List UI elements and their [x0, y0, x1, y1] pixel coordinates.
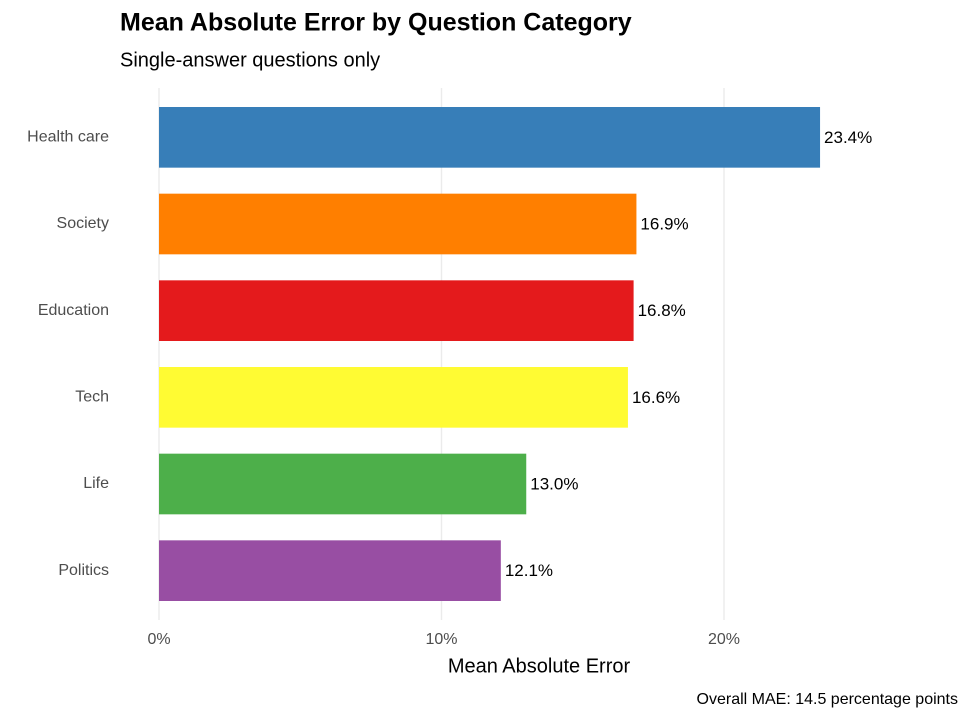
y-tick-label: Health care	[27, 129, 109, 146]
bar	[159, 540, 501, 601]
value-label: 16.9%	[640, 214, 688, 233]
caption: Overall MAE: 14.5 percentage points	[697, 691, 958, 708]
x-tick-label: 0%	[147, 631, 170, 648]
x-tick-label: 10%	[425, 631, 457, 648]
bar	[159, 193, 637, 255]
chart-subtitle: Single-answer questions only	[120, 49, 380, 71]
bar	[159, 367, 628, 428]
y-tick-label: Society	[57, 215, 109, 232]
y-tick-label: Life	[83, 475, 109, 492]
x-tick-label: 20%	[708, 631, 740, 648]
value-label: 16.6%	[632, 388, 680, 407]
y-tick-label: Tech	[75, 389, 109, 406]
value-label: 16.8%	[638, 301, 686, 320]
value-label: 12.1%	[505, 561, 553, 580]
y-tick-label: Politics	[58, 562, 109, 579]
bar	[159, 280, 634, 341]
value-label: 23.4%	[824, 128, 872, 147]
bar	[159, 453, 527, 515]
x-axis-label: Mean Absolute Error	[448, 655, 631, 677]
bar	[159, 107, 821, 168]
value-label: 13.0%	[530, 474, 578, 493]
y-tick-label: Education	[38, 302, 109, 319]
chart-title: Mean Absolute Error by Question Category	[120, 9, 632, 37]
